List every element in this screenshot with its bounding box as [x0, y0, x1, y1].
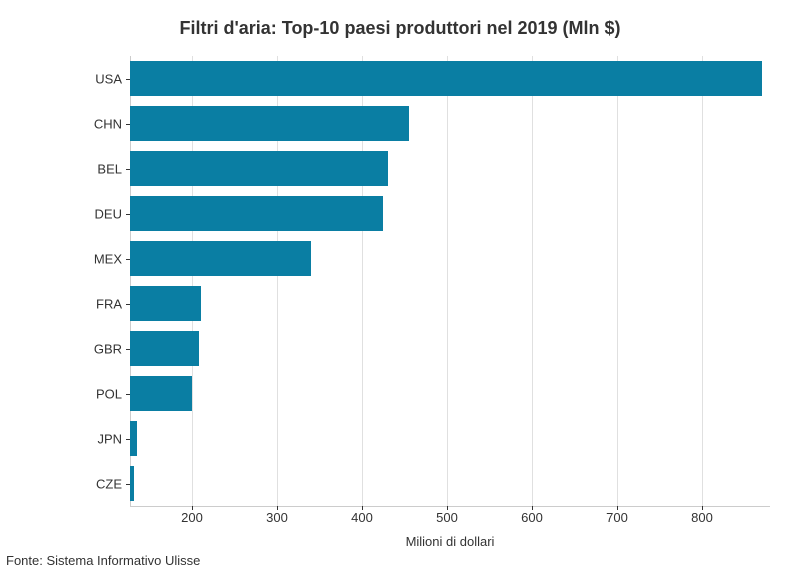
y-tick-mark [126, 124, 130, 125]
y-tick-mark [126, 79, 130, 80]
x-tick-mark [192, 506, 193, 510]
y-tick-mark [126, 394, 130, 395]
y-tick-label: JPN [72, 431, 122, 446]
x-tick-mark [702, 506, 703, 510]
x-tick-mark [447, 506, 448, 510]
bar [130, 241, 311, 276]
x-tick-label: 800 [682, 510, 722, 525]
bar [130, 421, 137, 456]
gridline [702, 56, 703, 506]
bar [130, 376, 192, 411]
x-axis-line [130, 506, 770, 507]
chart-title: Filtri d'aria: Top-10 paesi produttori n… [0, 0, 800, 39]
x-axis-label: Milioni di dollari [130, 534, 770, 549]
bar [130, 61, 762, 96]
x-tick-label: 200 [172, 510, 212, 525]
y-tick-mark [126, 484, 130, 485]
bar [130, 151, 388, 186]
chart-plot-area [130, 56, 770, 506]
bar [130, 106, 409, 141]
y-tick-label: BEL [72, 161, 122, 176]
y-tick-label: CHN [72, 116, 122, 131]
y-tick-mark [126, 349, 130, 350]
bar [130, 466, 134, 501]
y-tick-label: USA [72, 71, 122, 86]
bar [130, 331, 199, 366]
x-tick-mark [362, 506, 363, 510]
y-tick-mark [126, 439, 130, 440]
x-tick-label: 700 [597, 510, 637, 525]
y-tick-label: POL [72, 386, 122, 401]
source-text: Fonte: Sistema Informativo Ulisse [6, 553, 200, 568]
x-tick-label: 500 [427, 510, 467, 525]
y-tick-label: FRA [72, 296, 122, 311]
x-tick-mark [617, 506, 618, 510]
bar [130, 196, 383, 231]
gridline [447, 56, 448, 506]
y-tick-label: MEX [72, 251, 122, 266]
x-tick-label: 300 [257, 510, 297, 525]
y-tick-mark [126, 259, 130, 260]
y-tick-label: CZE [72, 476, 122, 491]
gridline [532, 56, 533, 506]
x-tick-mark [277, 506, 278, 510]
x-tick-label: 600 [512, 510, 552, 525]
bar [130, 286, 201, 321]
y-tick-label: DEU [72, 206, 122, 221]
y-tick-mark [126, 304, 130, 305]
gridline [617, 56, 618, 506]
y-tick-label: GBR [72, 341, 122, 356]
x-tick-label: 400 [342, 510, 382, 525]
y-tick-mark [126, 214, 130, 215]
x-tick-mark [532, 506, 533, 510]
y-tick-mark [126, 169, 130, 170]
